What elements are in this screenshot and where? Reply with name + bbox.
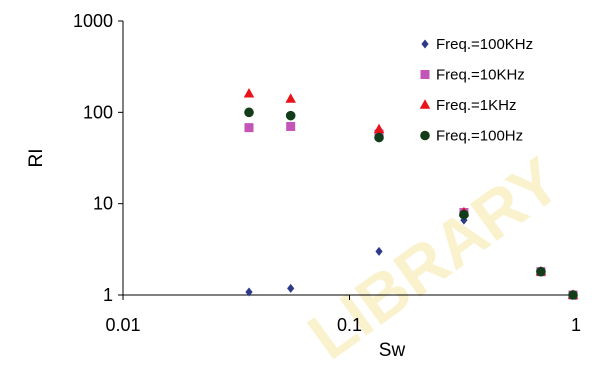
data-point (244, 123, 254, 133)
data-point (460, 215, 468, 225)
legend-marker (420, 70, 430, 79)
data-point (286, 121, 296, 131)
x-tick-label: 0.1 (337, 315, 362, 335)
legend-label: Freq.=100Hz (436, 128, 523, 145)
legend-marker (420, 130, 430, 141)
data-point (244, 107, 254, 118)
legend: Freq.=100KHz Freq.=10KHz Freq.=1KHz Freq.=1… (419, 36, 533, 145)
data-marks (243, 87, 579, 300)
series-3 (244, 107, 578, 300)
legend-label: Freq.=10KHz (436, 67, 525, 84)
data-point (568, 290, 578, 300)
y-tick-label: 10 (93, 194, 113, 214)
legend-label: Freq.=100KHz (436, 36, 533, 53)
legend-marker (419, 99, 431, 109)
data-point (459, 209, 469, 220)
y-axis-title: RI (26, 149, 47, 168)
x-tick-label: 0.01 (105, 315, 140, 335)
x-axis-title: Sw (379, 340, 406, 361)
data-point (285, 93, 296, 103)
data-point (536, 266, 546, 277)
y-tick-label: 1000 (73, 11, 113, 31)
data-point (373, 123, 385, 134)
data-point (287, 283, 295, 293)
axes: 0.01 0.1 1 1 10 100 1000 (73, 11, 581, 335)
y-tick-label: 100 (83, 102, 113, 122)
data-point (243, 87, 255, 98)
legend-marker (421, 39, 429, 49)
data-point (374, 132, 384, 143)
legend-label: Freq.=1KHz (436, 97, 516, 114)
x-tick-label: 1 (571, 315, 581, 335)
data-point (245, 287, 253, 297)
y-tick-label: 1 (103, 285, 113, 305)
data-point (375, 246, 383, 256)
data-point (285, 110, 296, 121)
